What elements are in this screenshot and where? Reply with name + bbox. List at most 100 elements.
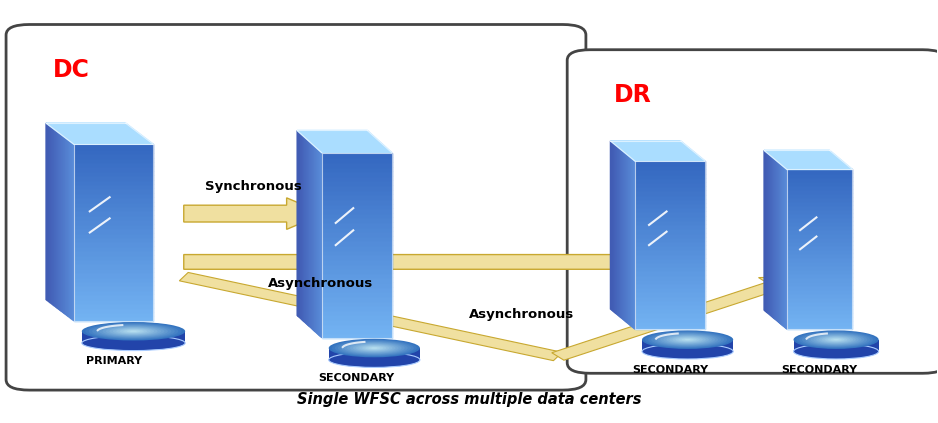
- Polygon shape: [624, 152, 626, 321]
- Ellipse shape: [663, 335, 712, 345]
- Bar: [74, 166, 153, 171]
- Ellipse shape: [92, 324, 174, 339]
- Polygon shape: [55, 131, 57, 308]
- Ellipse shape: [127, 330, 141, 332]
- Bar: [74, 242, 153, 246]
- Polygon shape: [766, 152, 767, 313]
- Ellipse shape: [825, 337, 847, 342]
- Bar: [74, 215, 153, 219]
- Bar: [787, 261, 853, 265]
- Bar: [787, 317, 853, 321]
- Bar: [635, 228, 705, 233]
- Polygon shape: [71, 142, 72, 320]
- Polygon shape: [313, 145, 314, 331]
- Bar: [322, 324, 392, 328]
- Polygon shape: [319, 151, 321, 336]
- Ellipse shape: [356, 344, 392, 352]
- Polygon shape: [623, 151, 624, 320]
- Bar: [635, 321, 705, 325]
- Bar: [74, 184, 153, 188]
- Polygon shape: [777, 161, 778, 321]
- Polygon shape: [315, 147, 317, 333]
- Polygon shape: [627, 154, 628, 323]
- Bar: [787, 277, 853, 281]
- Text: SECONDARY: SECONDARY: [781, 365, 857, 375]
- Polygon shape: [299, 133, 301, 319]
- Ellipse shape: [673, 337, 703, 343]
- Polygon shape: [778, 162, 779, 322]
- Bar: [74, 171, 153, 175]
- Bar: [322, 282, 392, 287]
- Polygon shape: [773, 158, 775, 319]
- Text: PRIMARY: PRIMARY: [85, 357, 142, 366]
- Bar: [787, 273, 853, 277]
- Bar: [787, 173, 853, 178]
- Polygon shape: [770, 155, 771, 316]
- Ellipse shape: [371, 347, 377, 349]
- Bar: [322, 268, 392, 273]
- FancyBboxPatch shape: [6, 25, 586, 390]
- Polygon shape: [303, 136, 305, 322]
- Bar: [787, 297, 853, 301]
- Bar: [787, 209, 853, 213]
- Bar: [635, 203, 705, 207]
- Polygon shape: [619, 148, 620, 317]
- Text: Asynchronous: Asynchronous: [268, 277, 373, 290]
- Bar: [635, 275, 705, 279]
- Polygon shape: [311, 144, 313, 330]
- Bar: [787, 313, 853, 317]
- Bar: [322, 167, 392, 171]
- Ellipse shape: [85, 323, 182, 340]
- Ellipse shape: [96, 324, 172, 338]
- Bar: [322, 157, 392, 162]
- Bar: [322, 310, 392, 314]
- Ellipse shape: [328, 352, 420, 368]
- Polygon shape: [765, 151, 766, 312]
- Polygon shape: [184, 198, 324, 229]
- Polygon shape: [613, 143, 614, 312]
- Polygon shape: [628, 156, 630, 325]
- Text: DR: DR: [614, 83, 652, 107]
- Bar: [635, 266, 705, 270]
- Polygon shape: [771, 156, 772, 317]
- Bar: [74, 281, 153, 286]
- Bar: [322, 176, 392, 180]
- Polygon shape: [794, 340, 879, 352]
- Bar: [787, 213, 853, 217]
- Bar: [322, 319, 392, 324]
- Bar: [322, 199, 392, 203]
- Bar: [787, 242, 853, 245]
- Ellipse shape: [99, 325, 168, 338]
- Text: Asynchronous: Asynchronous: [469, 308, 574, 321]
- Bar: [74, 290, 153, 294]
- Bar: [787, 170, 853, 173]
- Bar: [787, 249, 853, 253]
- Bar: [635, 258, 705, 262]
- Bar: [74, 224, 153, 228]
- Polygon shape: [775, 159, 776, 320]
- Ellipse shape: [666, 335, 709, 344]
- Ellipse shape: [830, 338, 841, 341]
- Bar: [322, 194, 392, 199]
- Polygon shape: [779, 163, 780, 324]
- Polygon shape: [60, 134, 61, 311]
- Text: Single WFSC across multiple data centers: Single WFSC across multiple data centers: [296, 392, 642, 407]
- Polygon shape: [630, 157, 631, 326]
- Ellipse shape: [796, 331, 876, 348]
- Bar: [322, 185, 392, 190]
- Polygon shape: [58, 133, 60, 310]
- Polygon shape: [620, 149, 622, 318]
- Bar: [787, 289, 853, 293]
- Bar: [74, 202, 153, 206]
- Polygon shape: [552, 277, 801, 360]
- Polygon shape: [783, 167, 785, 327]
- Ellipse shape: [833, 339, 839, 340]
- Polygon shape: [780, 164, 781, 324]
- Polygon shape: [48, 124, 49, 302]
- Bar: [635, 178, 705, 182]
- Bar: [74, 277, 153, 281]
- Bar: [635, 165, 705, 170]
- Bar: [787, 301, 853, 305]
- Ellipse shape: [654, 333, 721, 346]
- Ellipse shape: [123, 330, 144, 333]
